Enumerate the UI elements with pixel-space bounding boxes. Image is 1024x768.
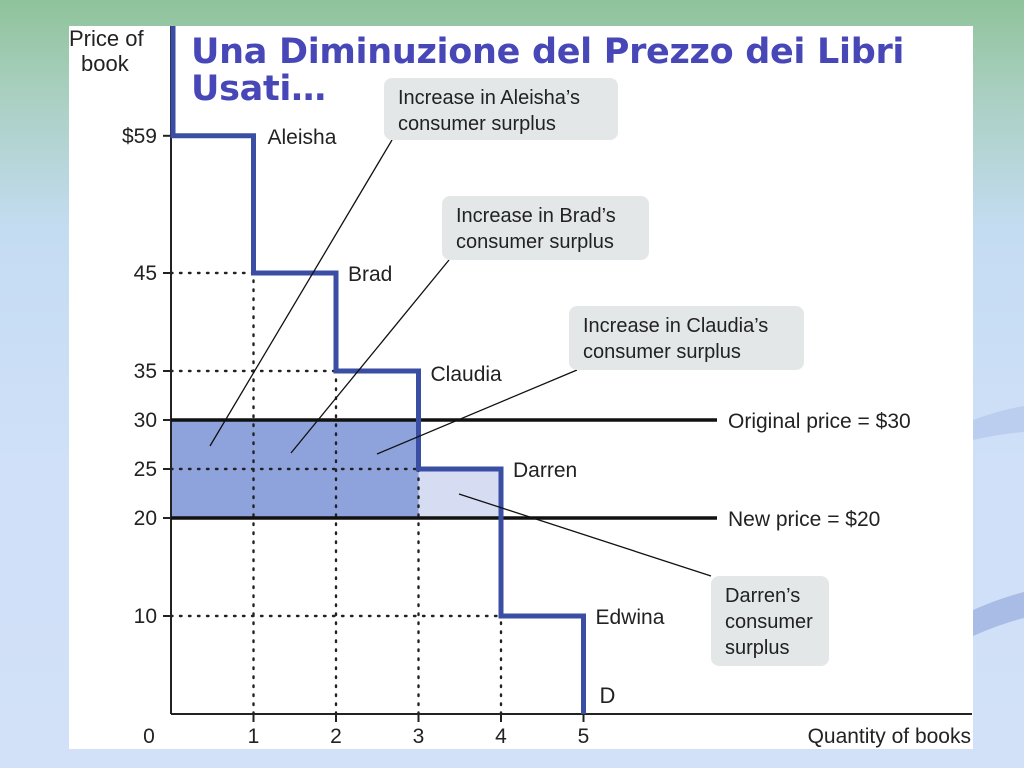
- buyer-label-brad: Brad: [348, 263, 392, 286]
- callout-text-4-3: surplus: [725, 637, 789, 659]
- callout-box-2: [442, 196, 649, 260]
- y-tick-label-35: 35: [134, 360, 157, 383]
- y-tick-label-25: 25: [134, 458, 157, 481]
- x-tick-label-5: 5: [578, 725, 590, 748]
- buyer-label-darren: Darren: [513, 459, 577, 482]
- demand-label: D: [600, 683, 616, 708]
- callout-text-4-2: consumer: [725, 611, 813, 633]
- buyer-label-claudia: Claudia: [431, 363, 503, 386]
- buyer-label-aleisha: Aleisha: [268, 126, 337, 149]
- price-line-label-2: New price = $20: [728, 508, 880, 531]
- y-axis-label-line2: book: [81, 51, 130, 76]
- y-tick-label-20: 20: [134, 507, 157, 530]
- callout-leader-1: [209, 139, 393, 447]
- x-tick-label-2: 2: [330, 725, 342, 748]
- y-tick-label-10: 10: [134, 605, 157, 628]
- callout-box-3: [569, 306, 804, 370]
- price-line-label-1: Original price = $30: [728, 410, 911, 433]
- demand-step-chart: Increase in Aleisha’s consumer surplus Inc…: [69, 26, 972, 748]
- x-tick-label-0: 0: [143, 725, 155, 748]
- x-axis-label: Quantity of books: [808, 725, 971, 748]
- demand-curve: [170, 26, 586, 714]
- callout-leader-4: [458, 493, 712, 577]
- callout-leader-2: [290, 259, 450, 454]
- callout-text-1-1: Increase in Aleisha’s: [398, 87, 580, 109]
- callout-text-1-2: consumer surplus: [398, 113, 556, 135]
- chart-panel: Increase in Aleisha’s consumer surplus Inc…: [69, 26, 973, 749]
- callout-text-4-1: Darren’s: [725, 585, 800, 607]
- callout-text-2-1: Increase in Brad’s: [456, 205, 616, 227]
- callout-text-3-2: consumer surplus: [583, 341, 741, 363]
- slide-title: Una Diminuzione del Prezzo dei Libri Usa…: [191, 32, 905, 109]
- x-tick-label-4: 4: [495, 725, 507, 748]
- y-tick-label-59: $59: [122, 125, 157, 148]
- callout-text-3-1: Increase in Claudia’s: [583, 315, 768, 337]
- x-tick-label-3: 3: [413, 725, 425, 748]
- surplus-area-2: [418, 469, 501, 518]
- buyer-label-edwina: Edwina: [596, 606, 665, 629]
- callout-box-4: [711, 576, 829, 666]
- y-tick-label-30: 30: [134, 409, 157, 432]
- callout-text-2-2: consumer surplus: [456, 231, 614, 253]
- y-tick-label-45: 45: [134, 262, 157, 285]
- callout-box-1: [384, 78, 618, 140]
- x-tick-label-1: 1: [248, 725, 260, 748]
- y-axis-label-line1: Price of: [69, 26, 144, 51]
- callout-leader-3: [376, 369, 578, 455]
